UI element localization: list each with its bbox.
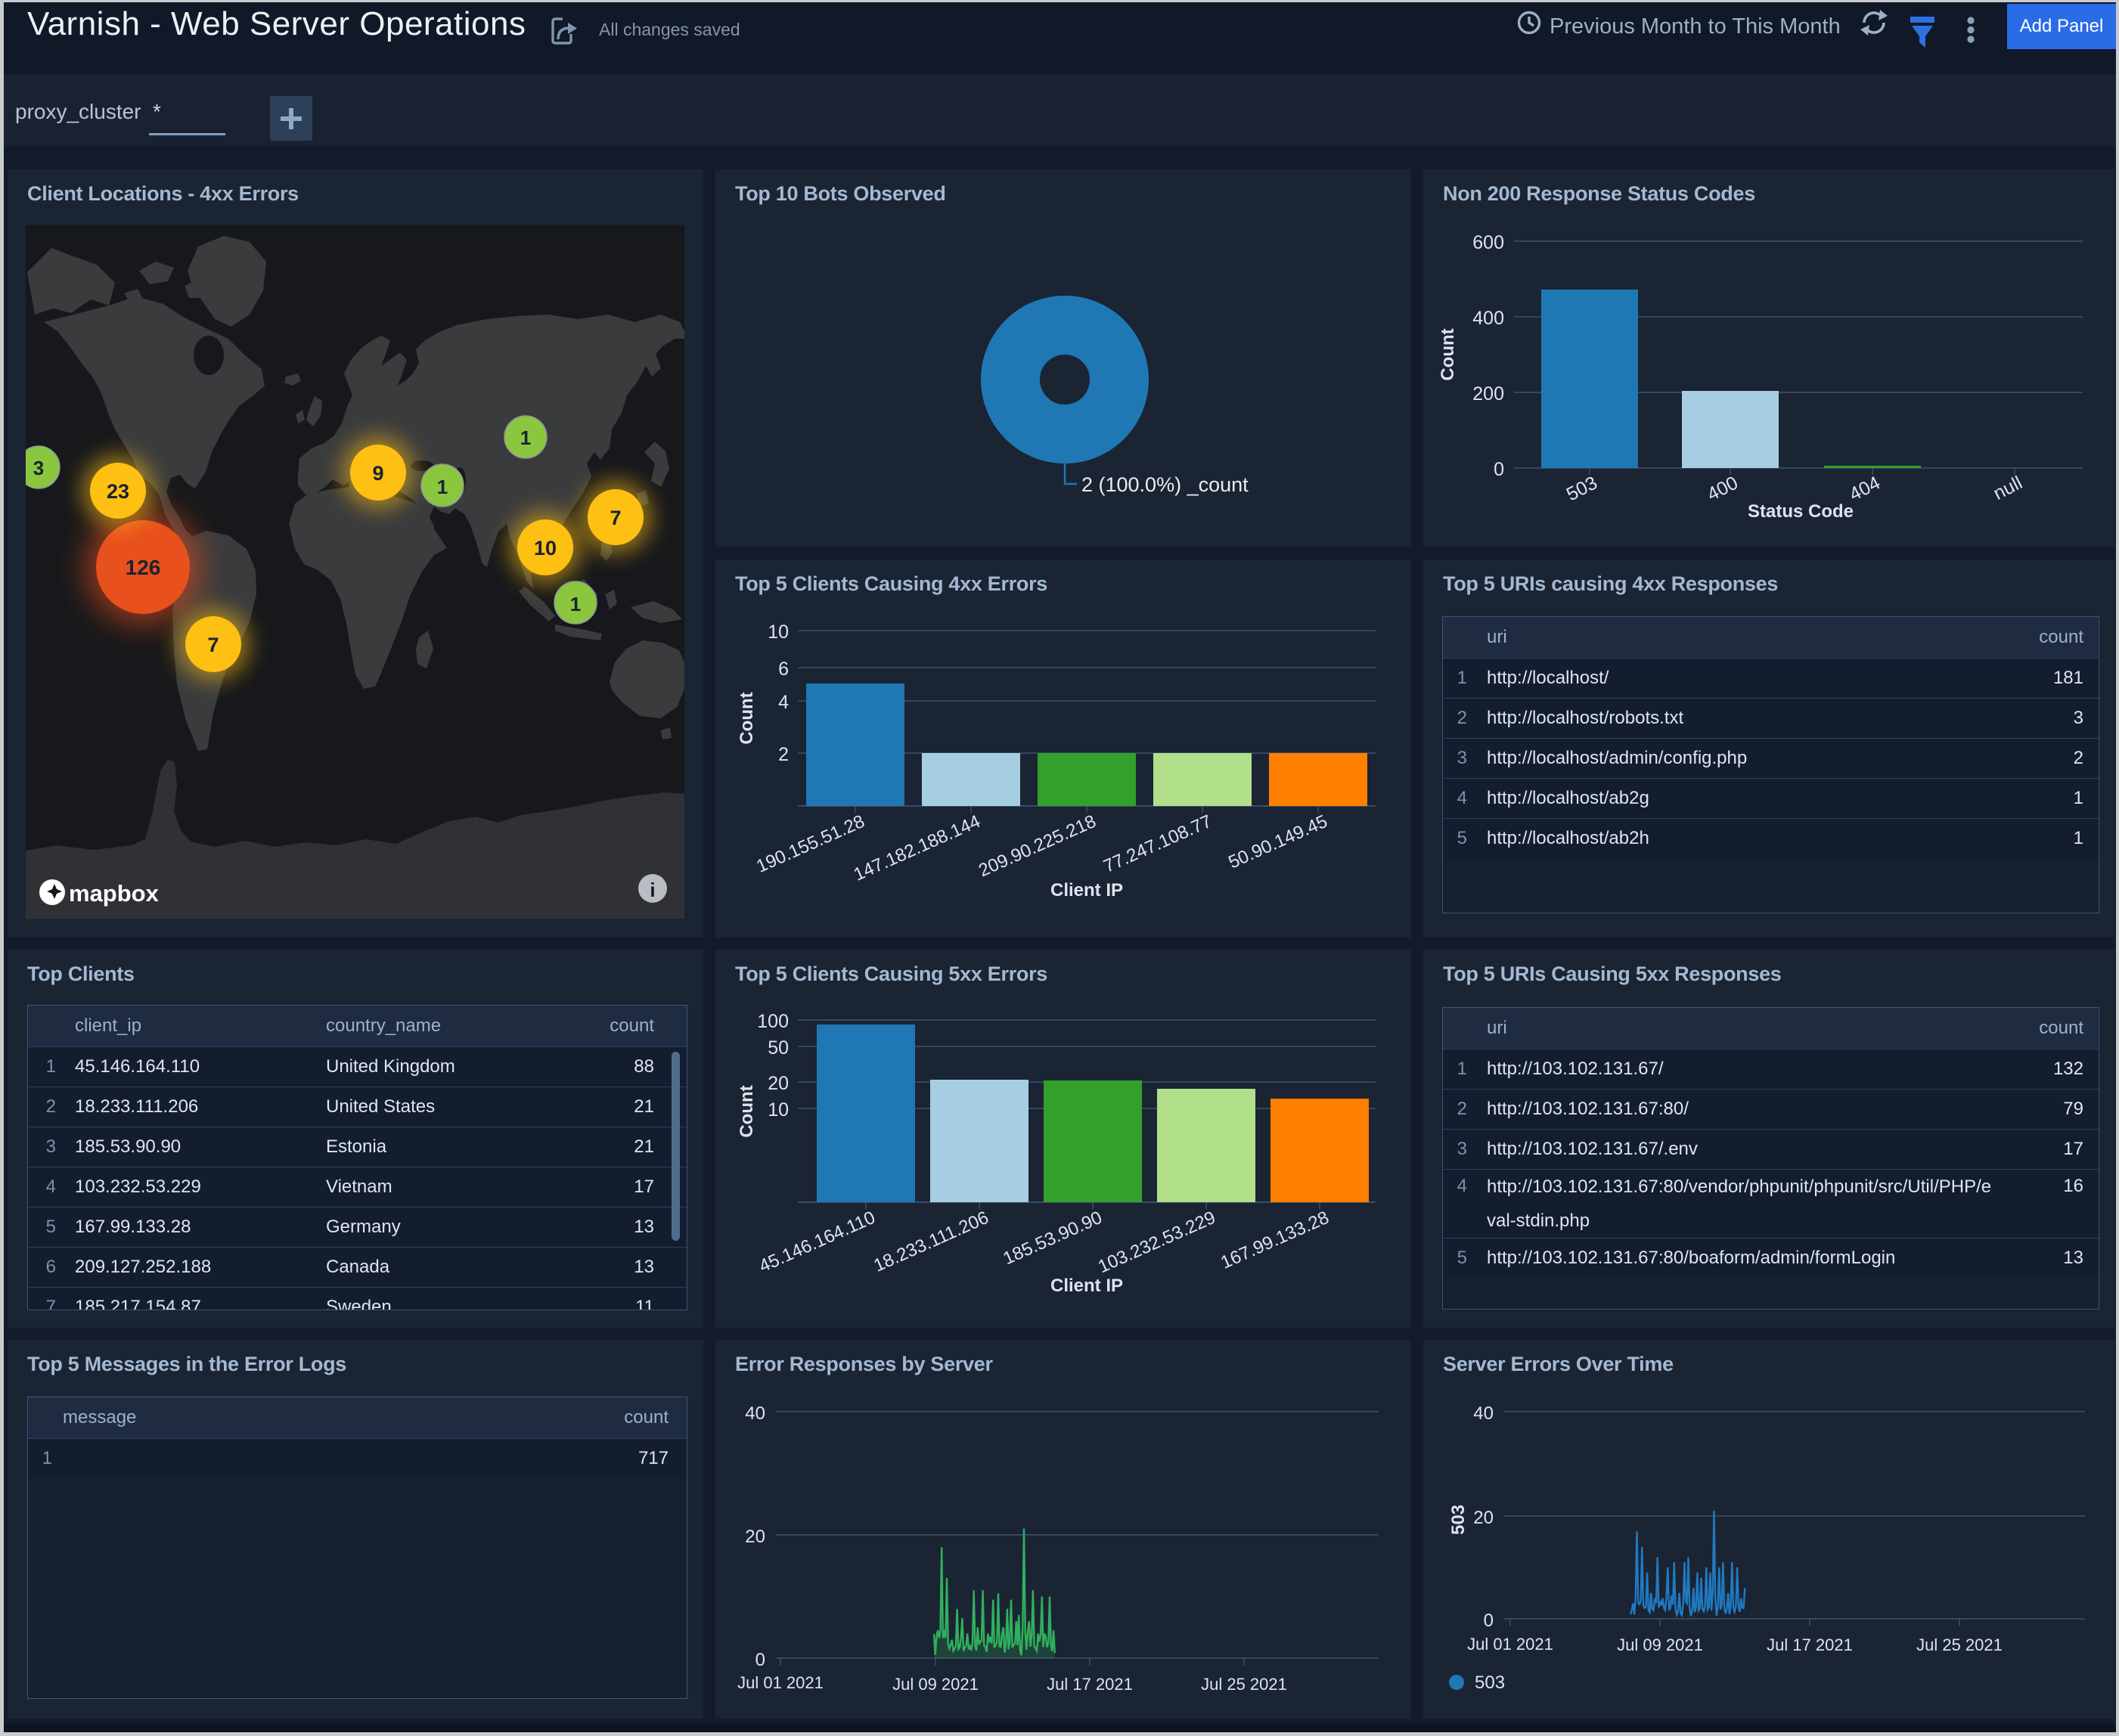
svg-text:503: 503 [1448, 1505, 1469, 1535]
svg-text:Jul 01 2021: Jul 01 2021 [1467, 1635, 1553, 1654]
svg-text:mapbox: mapbox [69, 880, 160, 907]
svg-text:185.53.90.90: 185.53.90.90 [1000, 1207, 1105, 1269]
svg-text:2: 2 [778, 744, 789, 765]
svg-text:167.99.133.28: 167.99.133.28 [1218, 1207, 1332, 1273]
svg-text:1: 1 [520, 426, 531, 449]
svg-text:Jul 25 2021: Jul 25 2021 [1916, 1635, 2003, 1654]
svg-text:400: 400 [1472, 308, 1504, 329]
svg-text:20: 20 [768, 1073, 789, 1094]
svg-text:2 (100.0%) _count: 2 (100.0%) _count [1081, 473, 1249, 496]
svg-text:147.182.188.144: 147.182.188.144 [851, 811, 984, 885]
svg-text:6: 6 [778, 659, 789, 680]
svg-text:4: 4 [778, 692, 789, 713]
svg-text:Count: Count [1438, 328, 1458, 380]
svg-text:77.247.108.77: 77.247.108.77 [1100, 811, 1215, 877]
svg-text:Jul 09 2021: Jul 09 2021 [892, 1675, 979, 1694]
svg-text:Jul 01 2021: Jul 01 2021 [737, 1673, 824, 1692]
svg-text:Jul 25 2021: Jul 25 2021 [1201, 1675, 1287, 1694]
svg-text:0: 0 [1484, 1610, 1494, 1631]
svg-text:Client IP: Client IP [1050, 880, 1123, 901]
svg-text:i: i [650, 879, 655, 901]
svg-text:20: 20 [745, 1527, 765, 1547]
svg-text:100: 100 [757, 1011, 789, 1032]
svg-text:Client IP: Client IP [1050, 1276, 1123, 1296]
svg-text:23: 23 [107, 480, 129, 503]
svg-text:50: 50 [768, 1037, 789, 1059]
svg-text:Jul 09 2021: Jul 09 2021 [1617, 1635, 1703, 1654]
svg-text:Count: Count [737, 692, 757, 744]
svg-text:209.90.225.218: 209.90.225.218 [976, 811, 1099, 882]
svg-text:200: 200 [1472, 383, 1504, 405]
svg-text:45.146.164.110: 45.146.164.110 [756, 1207, 879, 1277]
svg-text:503: 503 [1563, 472, 1601, 505]
svg-text:103.232.53.229: 103.232.53.229 [1095, 1207, 1218, 1278]
svg-text:10: 10 [768, 1099, 789, 1121]
svg-text:7: 7 [207, 634, 219, 656]
svg-text:126: 126 [126, 556, 161, 579]
svg-text:7: 7 [610, 507, 621, 529]
svg-text:20: 20 [1473, 1508, 1494, 1528]
svg-text:600: 600 [1472, 232, 1504, 253]
svg-text:404: 404 [1846, 472, 1884, 505]
svg-text:50.90.149.45: 50.90.149.45 [1225, 811, 1330, 873]
svg-text:40: 40 [745, 1403, 765, 1424]
svg-text:3: 3 [33, 457, 44, 479]
svg-text:10: 10 [534, 537, 557, 560]
svg-text:null: null [1990, 472, 2025, 504]
svg-text:Status Code: Status Code [1748, 501, 1854, 522]
svg-text:1: 1 [570, 593, 581, 615]
svg-text:Jul 17 2021: Jul 17 2021 [1047, 1675, 1133, 1694]
svg-text:10: 10 [768, 622, 789, 643]
svg-text:Count: Count [737, 1085, 757, 1137]
svg-text:18.233.111.206: 18.233.111.206 [870, 1207, 991, 1276]
svg-text:1: 1 [437, 476, 448, 498]
svg-text:9: 9 [372, 462, 383, 485]
svg-text:40: 40 [1473, 1403, 1494, 1424]
svg-text:503: 503 [1475, 1672, 1505, 1693]
svg-text:0: 0 [1494, 459, 1504, 480]
svg-text:0: 0 [755, 1650, 765, 1670]
svg-text:Jul 17 2021: Jul 17 2021 [1767, 1635, 1853, 1654]
svg-text:400: 400 [1704, 472, 1742, 505]
